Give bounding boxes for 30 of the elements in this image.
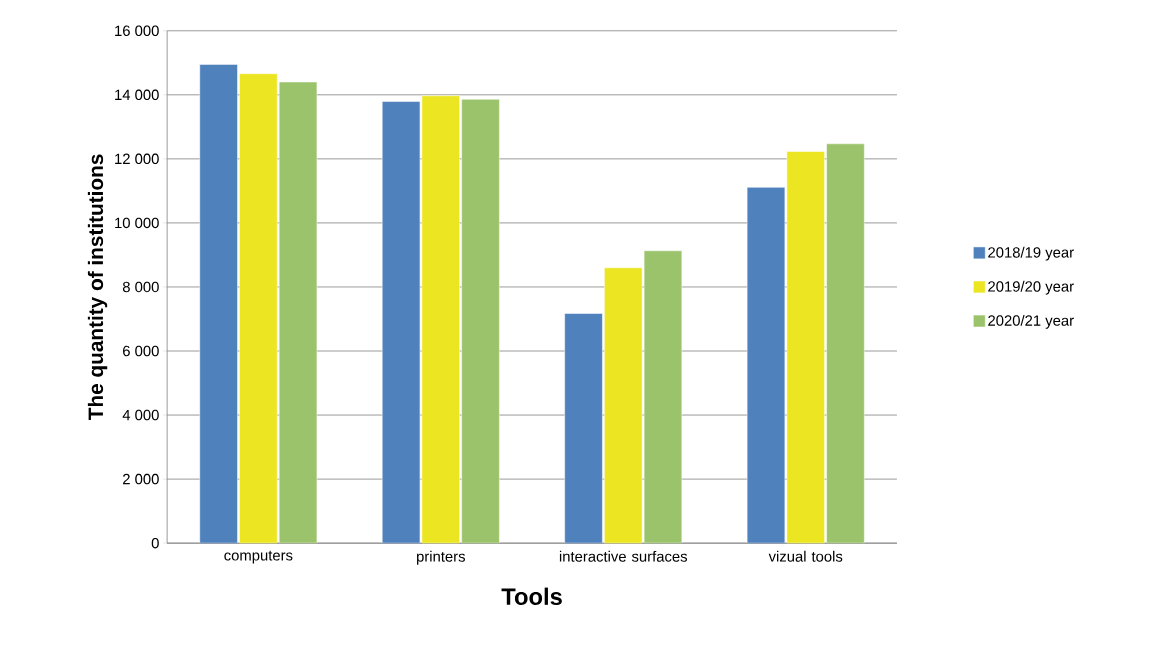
x-tick-label: computers (224, 550, 293, 564)
y-tick-label: 2 000 (123, 473, 159, 485)
bar (826, 143, 865, 544)
y-tick-label: 10 000 (115, 217, 159, 229)
y-tick-label: 14 000 (115, 89, 159, 100)
x-tick-label: vizual tools (768, 550, 843, 562)
y-tick-label: 0 (151, 537, 159, 549)
y-tick-label: 6 000 (123, 345, 159, 357)
y-tick-label: 8 000 (122, 281, 159, 293)
y-tick-label: 16 000 (115, 25, 159, 36)
bar (381, 101, 421, 544)
bar (278, 81, 318, 544)
legend-label: 2019/20 year (988, 280, 1074, 295)
bar (564, 313, 603, 544)
y-axis-title: The quantity of institutions (87, 154, 108, 420)
bar (421, 95, 460, 544)
bar (199, 64, 238, 544)
y-tick-label: 12 000 (115, 153, 159, 165)
legend-label: 2018/19 year (988, 246, 1074, 261)
x-axis-title: Tools (501, 587, 562, 605)
bar (239, 73, 278, 544)
bar (461, 98, 500, 544)
x-tick-label: interactive surfaces (559, 550, 688, 562)
x-tick-label: printers (417, 550, 465, 565)
bar (643, 250, 683, 544)
legend-label: 2020/21 year (988, 314, 1074, 329)
bar (746, 187, 786, 544)
bar (786, 151, 825, 544)
y-tick-label: 4 000 (122, 409, 159, 421)
bar (604, 267, 643, 544)
